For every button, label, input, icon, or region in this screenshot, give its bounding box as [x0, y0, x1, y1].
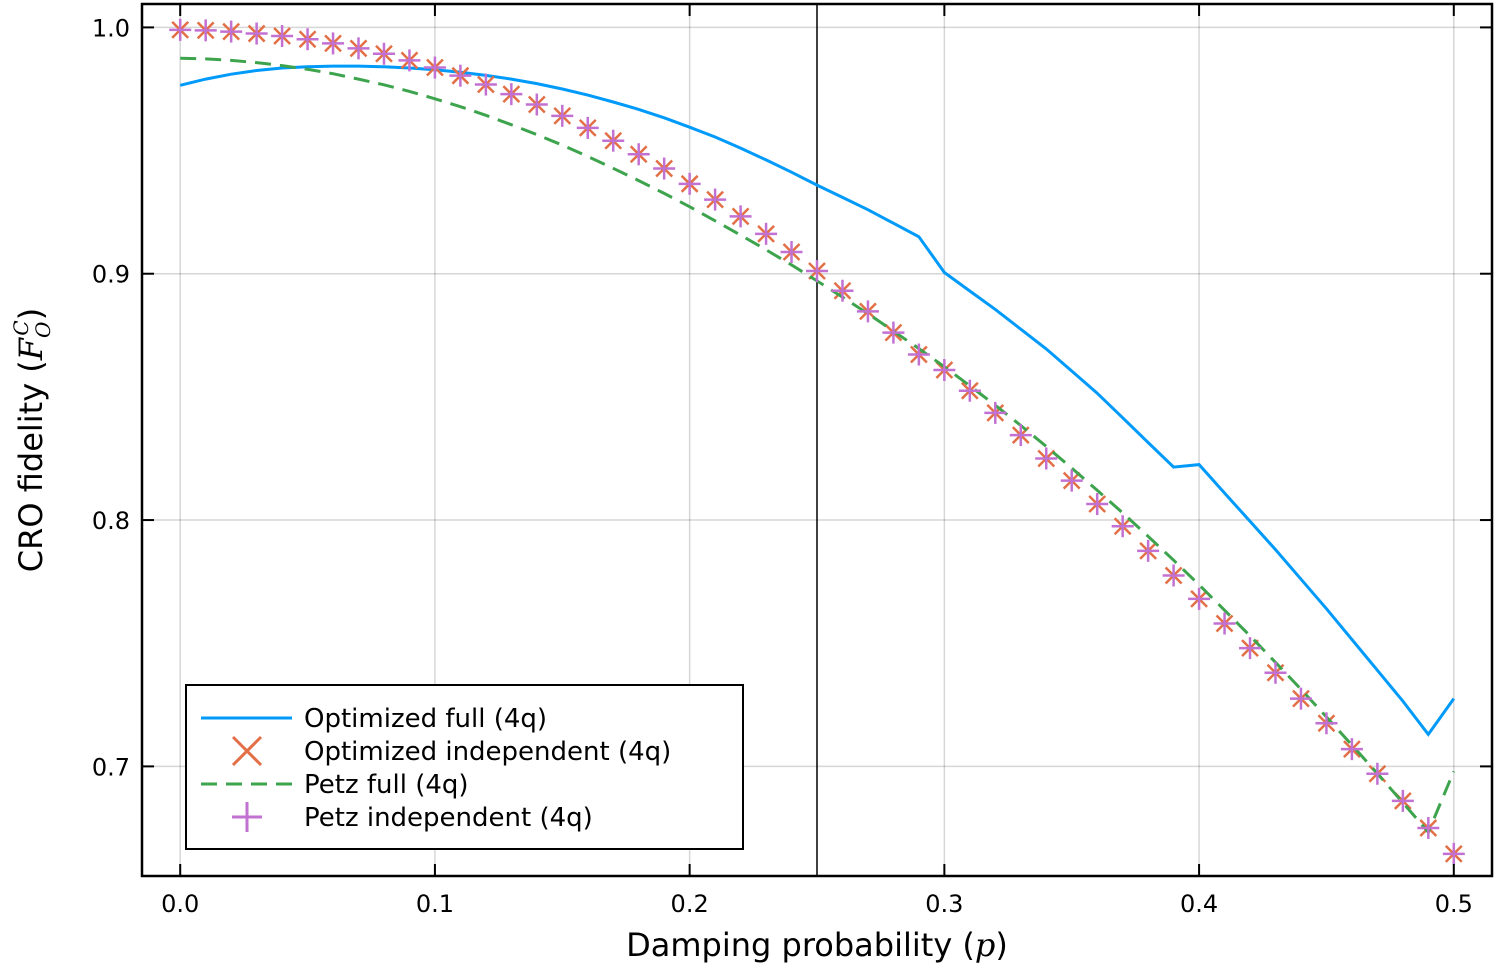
series-petz-independent-4q-point	[1213, 612, 1236, 635]
series-petz-independent-4q-point	[907, 343, 930, 366]
series-petz-independent-4q-point	[882, 321, 905, 344]
series-petz-independent-4q-point	[322, 32, 345, 55]
series-petz-independent-4q-point	[1315, 712, 1338, 735]
series-petz-independent-4q-point	[347, 37, 370, 60]
legend-label-petz-full: Petz full (4q)	[304, 770, 469, 800]
legend-label-optimized-independent: Optimized independent (4q)	[304, 737, 671, 767]
y-tick-label: 0.7	[92, 753, 130, 781]
series-petz-independent-4q-point	[1442, 842, 1465, 865]
x-tick-label: 0.5	[1435, 890, 1473, 918]
series-petz-independent-4q-point	[220, 20, 243, 43]
series-petz-independent-4q-point	[576, 116, 599, 139]
x-tick-label: 0.2	[671, 890, 709, 918]
series-petz-independent-4q-point	[780, 241, 803, 264]
series-layer	[169, 18, 1465, 865]
legend-label-optimized-full: Optimized full (4q)	[304, 704, 547, 734]
series-petz-independent-4q-point	[1060, 469, 1083, 492]
y-tick-label: 1.0	[92, 14, 130, 42]
series-petz-independent-4q-point	[1239, 637, 1262, 660]
series-petz-independent-4q-point	[678, 172, 701, 195]
series-petz-independent-4q-point	[449, 64, 472, 87]
legend: Optimized full (4q) Optimized independen…	[185, 684, 744, 850]
series-petz-independent-4q-point	[1162, 564, 1185, 587]
ticks-layer: 0.0 0.1 0.2 0.3 0.4 0.5 0.7 0.8 0.9 1.0	[92, 4, 1492, 918]
series-petz-independent-4q-point	[296, 28, 319, 51]
series-petz-independent-4q-point	[1289, 687, 1312, 710]
series-petz-independent-4q-point	[169, 18, 192, 41]
series-petz-independent-4q-point	[1188, 587, 1211, 610]
series-petz-independent-4q-point	[1035, 447, 1058, 470]
series-petz-independent-4q-point	[1391, 789, 1414, 812]
legend-swatch-optimized-independent	[231, 735, 263, 767]
series-petz-independent-4q-point	[831, 279, 854, 302]
y-tick-label: 0.8	[92, 507, 130, 535]
series-petz-independent-4q-point	[933, 359, 956, 382]
series-petz-independent-4q-point	[1417, 816, 1440, 839]
series-petz-independent-4q-point	[525, 93, 548, 116]
series-petz-independent-4q-point	[474, 73, 497, 96]
series-petz-independent-4q-point	[271, 25, 294, 48]
series-petz-independent-4q-point	[856, 300, 879, 323]
series-petz-independent-4q-point	[602, 129, 625, 152]
series-petz-independent-4q-point	[500, 83, 523, 106]
series-petz-independent-4q-point	[806, 260, 828, 283]
series-petz-independent-4q-point	[755, 222, 778, 245]
series-petz-independent-4q-point	[1264, 661, 1287, 684]
series-petz-independent-4q	[169, 18, 1465, 865]
series-petz-independent-4q-point	[653, 157, 676, 180]
series-petz-independent-4q-point	[398, 49, 421, 72]
series-petz-independent-4q-point	[729, 205, 752, 228]
x-tick-label: 0.3	[925, 890, 963, 918]
x-axis-label: Damping probability (p)	[626, 926, 1008, 964]
x-tick-label: 0.4	[1180, 890, 1218, 918]
series-petz-independent-4q-point	[1340, 738, 1363, 761]
series-petz-independent-4q-point	[1086, 493, 1109, 516]
series-optimized-full-4q-line	[179, 64, 1456, 737]
series-petz-independent-4q-point	[423, 56, 446, 79]
legend-swatch-petz-independent	[232, 802, 262, 832]
y-axis-label: CRO fidelity (FOC)	[9, 308, 55, 572]
legend-box	[185, 684, 744, 850]
x-tick-label: 0.0	[161, 890, 199, 918]
series-petz-independent-4q-point	[1366, 762, 1389, 785]
plot-frame	[140, 2, 1494, 878]
series-petz-independent-4q-point	[1137, 539, 1160, 562]
x-tick-label: 0.1	[416, 890, 454, 918]
series-petz-independent-4q-point	[245, 22, 268, 45]
legend-label-petz-independent: Petz independent (4q)	[304, 803, 593, 833]
y-tick-label: 0.9	[92, 261, 130, 289]
series-petz-independent-4q-point	[551, 104, 574, 127]
series-petz-independent-4q-point	[627, 143, 650, 166]
series-petz-independent-4q-point	[958, 379, 981, 402]
series-optimized-full-4q	[179, 64, 1456, 737]
series-petz-independent-4q-point	[984, 401, 1007, 424]
series-petz-independent-4q-point	[194, 19, 217, 42]
series-petz-independent-4q-point	[1009, 424, 1032, 447]
series-petz-independent-4q-point	[372, 42, 395, 65]
series-petz-independent-4q-point	[704, 188, 727, 211]
series-petz-independent-4q-point	[1111, 515, 1134, 538]
